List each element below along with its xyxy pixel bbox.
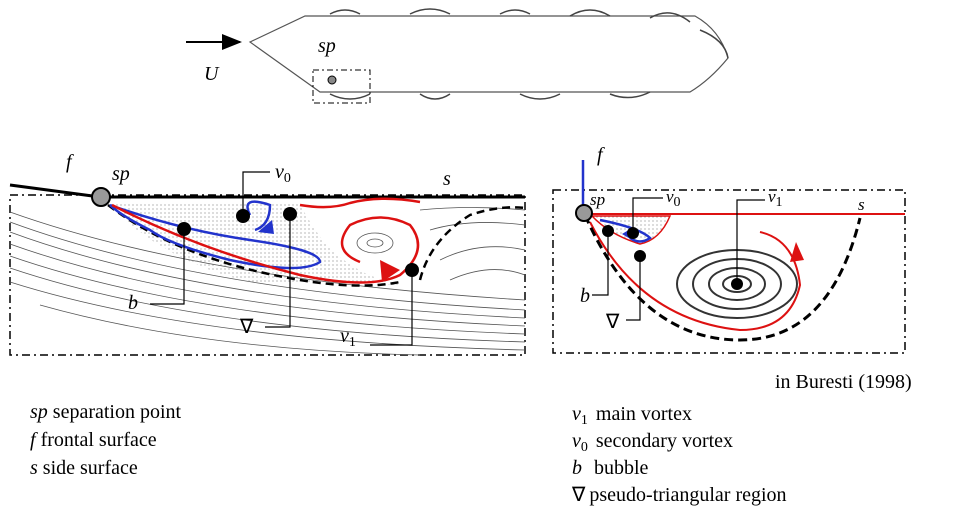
label-b: b: [580, 285, 590, 307]
label-s: s: [858, 195, 865, 214]
label-b: b: [128, 292, 138, 314]
top-view: U sp: [186, 9, 728, 103]
flow-label: U: [204, 63, 220, 85]
label-f: f: [66, 151, 74, 173]
wake-blobs: [330, 9, 728, 99]
separation-point: [92, 188, 110, 206]
label-nabla: ∇: [605, 311, 620, 333]
diagram: U sp f sp v0 s b ∇ v1 f sp v0 v1 s b ∇ i…: [0, 0, 959, 523]
point-label: sp: [318, 35, 336, 57]
legend-item: s side surface: [30, 457, 138, 479]
legend-item: sp separation point: [30, 401, 182, 423]
label-sp: sp: [112, 163, 130, 185]
label-s: s: [443, 168, 451, 190]
legend-item: f frontal surface: [30, 429, 157, 451]
label-sp: sp: [590, 190, 605, 209]
label-nabla: ∇: [239, 316, 254, 338]
right-panel: f sp v0 v1 s b ∇ in Buresti (1998): [553, 144, 912, 393]
separation-dot: [328, 76, 336, 84]
left-panel: f sp v0 s b ∇ v1: [10, 151, 525, 355]
legend-left: sp separation point f frontal surface s …: [30, 401, 182, 479]
label-f: f: [597, 144, 605, 166]
label-v0: v0: [666, 187, 681, 210]
label-v1: v1: [768, 187, 783, 210]
legend-item: ∇pseudo-triangular region: [571, 484, 787, 506]
vortex-arrow: [790, 242, 804, 262]
dividing-streamline: [420, 207, 525, 280]
source: in Buresti (1998): [775, 371, 912, 393]
label-v0: v0: [275, 161, 291, 186]
label-v1: v1: [340, 325, 356, 350]
